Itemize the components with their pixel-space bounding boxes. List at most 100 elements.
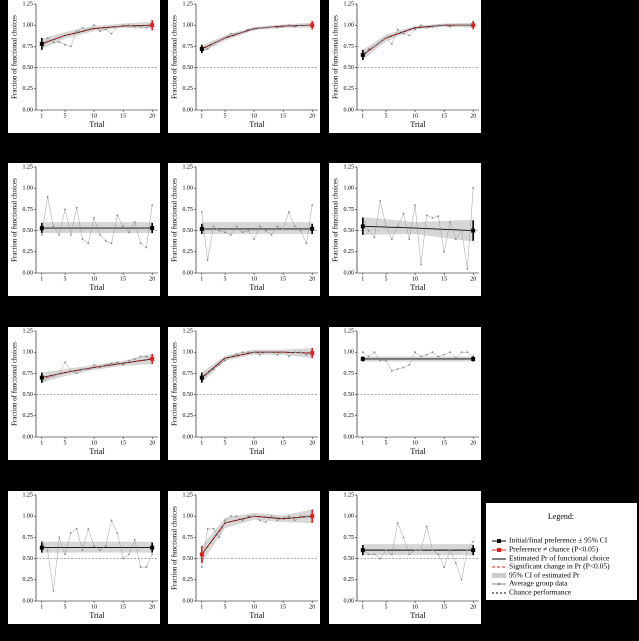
- y-axis-label: Fraction of functional choices: [11, 178, 19, 262]
- panel-background: [329, 491, 481, 624]
- average-point: [390, 553, 393, 556]
- average-point: [224, 519, 226, 522]
- average-point: [402, 536, 405, 539]
- legend-box: [486, 503, 637, 600]
- y-tick-label: 1.00: [183, 350, 194, 356]
- average-point: [259, 225, 261, 228]
- average-point: [139, 25, 142, 28]
- y-tick-label: 1.25: [183, 164, 194, 170]
- average-point: [69, 369, 72, 372]
- y-tick-label: 0.25: [183, 577, 194, 583]
- average-point: [305, 24, 308, 27]
- y-tick-label: 0.75: [183, 207, 194, 213]
- average-point: [420, 263, 422, 266]
- average-point: [270, 25, 273, 28]
- average-point: [87, 528, 90, 530]
- average-point: [247, 351, 250, 354]
- average-point: [58, 233, 61, 236]
- average-point: [305, 353, 308, 356]
- ci-band: [201, 347, 313, 383]
- y-tick-label: 0.50: [344, 228, 355, 234]
- y-tick-label: 1.25: [183, 492, 194, 498]
- average-point: [116, 361, 119, 364]
- average-point: [379, 200, 382, 202]
- y-tick-label: 1.00: [23, 23, 34, 29]
- y-tick-label: 1.25: [344, 1, 355, 7]
- average-point: [52, 225, 55, 228]
- ci-band: [201, 222, 313, 234]
- x-tick-label: 15: [280, 113, 286, 119]
- average-point: [466, 351, 469, 354]
- average-point: [276, 225, 279, 228]
- x-tick-label: 20: [149, 276, 155, 282]
- average-point: [218, 536, 221, 539]
- y-tick-label: 1.00: [344, 514, 355, 520]
- average-point: [379, 557, 382, 560]
- average-point: [93, 364, 95, 366]
- average-point: [367, 229, 370, 232]
- average-point: [241, 31, 244, 33]
- x-tick-label: 15: [280, 276, 286, 282]
- average-point: [93, 216, 95, 219]
- endpoint-marker: [471, 548, 476, 553]
- average-point: [437, 553, 440, 556]
- panel-background: [329, 0, 481, 133]
- average-point: [87, 28, 90, 31]
- average-point: [361, 351, 364, 354]
- y-tick-label: 0.00: [344, 598, 355, 604]
- y-tick-label: 0.00: [183, 107, 194, 113]
- y-tick-label: 0.75: [183, 371, 194, 377]
- endpoint-marker: [471, 23, 476, 28]
- average-point: [385, 549, 387, 552]
- ci-band: [362, 22, 474, 60]
- average-point: [466, 267, 469, 270]
- average-point: [206, 528, 209, 530]
- y-tick-label: 0.50: [183, 65, 194, 71]
- x-tick-label: 15: [280, 440, 286, 446]
- average-point: [264, 26, 267, 29]
- average-point: [402, 212, 405, 215]
- average-point: [288, 355, 290, 358]
- average-point: [259, 26, 261, 29]
- endpoint-marker: [310, 226, 315, 231]
- y-tick-label: 1.25: [344, 164, 355, 170]
- y-tick-label: 0.50: [23, 65, 34, 71]
- average-line: [41, 24, 153, 50]
- x-tick-label: 1: [200, 113, 203, 119]
- x-tick-label: 1: [40, 604, 43, 610]
- y-tick-label: 1.25: [23, 492, 34, 498]
- average-point: [264, 521, 267, 524]
- x-tick-label: 15: [120, 604, 126, 610]
- y-tick-label: 1.00: [183, 23, 194, 29]
- x-tick-label: 5: [385, 440, 388, 446]
- fit-line: [362, 225, 474, 232]
- y-tick-label: 1.25: [183, 328, 194, 334]
- average-point: [431, 25, 434, 28]
- endpoint-marker: [39, 226, 44, 231]
- average-point: [122, 557, 125, 560]
- x-axis-label: Trial: [249, 283, 265, 292]
- average-point: [379, 41, 382, 44]
- y-tick-label: 1.00: [23, 514, 34, 520]
- average-point: [40, 540, 43, 543]
- average-point: [69, 45, 72, 48]
- endpoint-marker: [471, 228, 476, 233]
- average-point: [235, 225, 238, 228]
- fit-line-significant: [201, 515, 313, 555]
- x-tick-label: 15: [120, 113, 126, 119]
- average-point: [235, 352, 238, 355]
- x-tick-label: 5: [385, 604, 388, 610]
- y-tick-label: 0.00: [344, 270, 355, 276]
- average-point: [212, 528, 215, 530]
- y-tick-label: 1.25: [344, 328, 355, 334]
- average-line: [362, 522, 474, 581]
- average-point: [420, 549, 422, 552]
- average-point: [299, 24, 302, 27]
- average-point: [99, 366, 101, 369]
- y-tick-label: 0.00: [23, 434, 34, 440]
- x-axis-label: Trial: [249, 447, 265, 456]
- y-axis-label: Fraction of functional choices: [11, 342, 19, 426]
- y-tick-label: 0.25: [183, 86, 194, 92]
- average-point: [425, 525, 428, 528]
